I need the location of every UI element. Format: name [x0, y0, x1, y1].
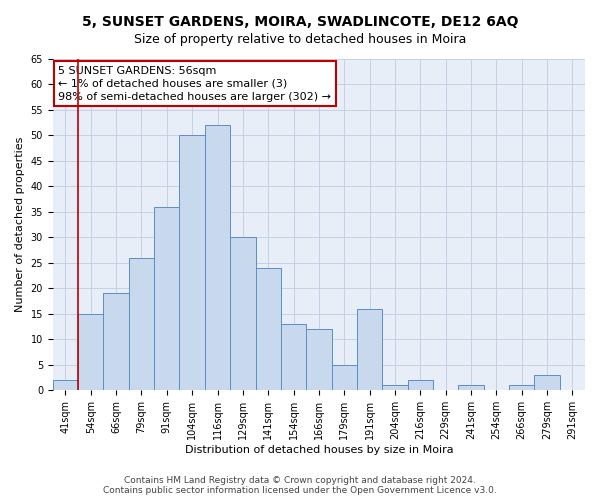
Bar: [306, 329, 332, 390]
Bar: [382, 385, 407, 390]
Bar: [230, 238, 256, 390]
Bar: [103, 294, 129, 390]
Text: 5 SUNSET GARDENS: 56sqm
← 1% of detached houses are smaller (3)
98% of semi-deta: 5 SUNSET GARDENS: 56sqm ← 1% of detached…: [58, 66, 331, 102]
Bar: [205, 126, 230, 390]
Bar: [458, 385, 484, 390]
Text: Size of property relative to detached houses in Moira: Size of property relative to detached ho…: [134, 32, 466, 46]
Bar: [154, 207, 179, 390]
Bar: [509, 385, 535, 390]
Bar: [281, 324, 306, 390]
Bar: [407, 380, 433, 390]
Bar: [357, 309, 382, 390]
Bar: [332, 365, 357, 390]
X-axis label: Distribution of detached houses by size in Moira: Distribution of detached houses by size …: [185, 445, 453, 455]
Bar: [78, 314, 103, 390]
Bar: [256, 268, 281, 390]
Text: Contains HM Land Registry data © Crown copyright and database right 2024.
Contai: Contains HM Land Registry data © Crown c…: [103, 476, 497, 495]
Bar: [53, 380, 78, 390]
Bar: [535, 375, 560, 390]
Y-axis label: Number of detached properties: Number of detached properties: [15, 137, 25, 312]
Bar: [129, 258, 154, 390]
Bar: [179, 136, 205, 390]
Text: 5, SUNSET GARDENS, MOIRA, SWADLINCOTE, DE12 6AQ: 5, SUNSET GARDENS, MOIRA, SWADLINCOTE, D…: [82, 15, 518, 29]
